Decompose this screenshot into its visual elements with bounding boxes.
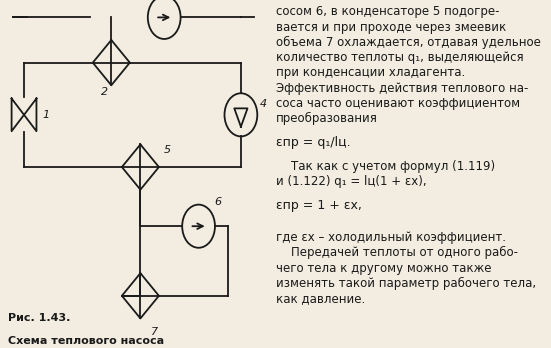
Text: 7: 7 [151, 327, 158, 337]
Text: Эффективность действия теплового на-: Эффективность действия теплового на- [276, 82, 528, 95]
Text: Рис. 1.43.: Рис. 1.43. [8, 313, 71, 323]
Text: Схема теплового насоса: Схема теплового насоса [8, 336, 164, 346]
Text: Так как с учетом формул (1.119): Так как с учетом формул (1.119) [276, 160, 495, 173]
Text: изменять такой параметр рабочего тела,: изменять такой параметр рабочего тела, [276, 277, 536, 290]
Text: вается и при проходе через змеевик: вается и при проходе через змеевик [276, 21, 506, 33]
Text: 1: 1 [42, 110, 50, 120]
Text: Передачей теплоты от одного рабо-: Передачей теплоты от одного рабо- [276, 246, 517, 260]
Text: и (1.122) q₁ = lц(1 + εх),: и (1.122) q₁ = lц(1 + εх), [276, 175, 426, 188]
Text: 6: 6 [214, 197, 222, 207]
Text: εпр = q₁/lц.: εпр = q₁/lц. [276, 136, 350, 149]
Text: εпр = 1 + εх,: εпр = 1 + εх, [276, 199, 361, 212]
Text: при конденсации хладагента.: при конденсации хладагента. [276, 66, 465, 79]
Text: 2: 2 [101, 87, 108, 97]
Text: соса часто оценивают коэффициентом: соса часто оценивают коэффициентом [276, 97, 520, 110]
Text: где εх – холодильный коэффициент.: где εх – холодильный коэффициент. [276, 231, 506, 244]
Text: сосом 6, в конденсаторе 5 подогре-: сосом 6, в конденсаторе 5 подогре- [276, 5, 499, 18]
Text: как давление.: как давление. [276, 292, 365, 305]
Text: преобразования: преобразования [276, 112, 377, 126]
Text: количество теплоты q₁, выделяющейся: количество теплоты q₁, выделяющейся [276, 51, 523, 64]
Text: 5: 5 [164, 145, 171, 155]
Text: 4: 4 [260, 100, 267, 109]
Text: объема 7 охлаждается, отдавая удельное: объема 7 охлаждается, отдавая удельное [276, 36, 541, 49]
Text: чего тела к другому можно также: чего тела к другому можно также [276, 262, 491, 275]
